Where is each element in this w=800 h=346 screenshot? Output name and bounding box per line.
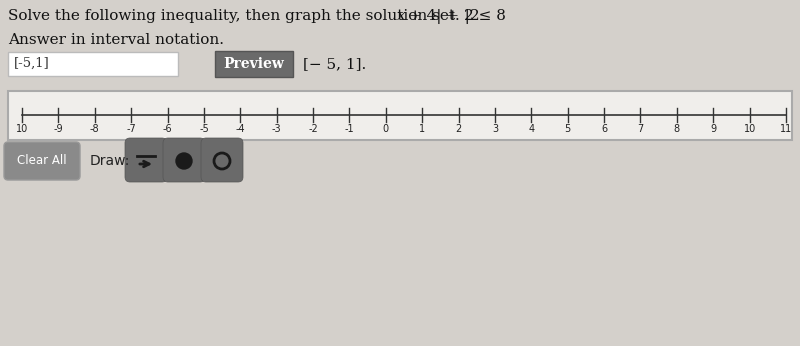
FancyBboxPatch shape bbox=[4, 142, 80, 180]
Text: 10: 10 bbox=[743, 124, 756, 134]
Text: Draw:: Draw: bbox=[90, 154, 130, 168]
Text: Answer in interval notation.: Answer in interval notation. bbox=[8, 33, 224, 47]
Text: + 4| + 2 ≤ 8: + 4| + 2 ≤ 8 bbox=[404, 9, 506, 24]
Text: 1: 1 bbox=[419, 124, 426, 134]
Text: -7: -7 bbox=[126, 124, 136, 134]
Text: Preview: Preview bbox=[223, 57, 285, 71]
Text: -8: -8 bbox=[90, 124, 99, 134]
FancyBboxPatch shape bbox=[163, 138, 205, 182]
Text: x: x bbox=[397, 9, 406, 23]
Text: 2: 2 bbox=[455, 124, 462, 134]
Text: -2: -2 bbox=[308, 124, 318, 134]
FancyBboxPatch shape bbox=[8, 52, 178, 76]
Circle shape bbox=[176, 153, 192, 169]
Text: -4: -4 bbox=[235, 124, 245, 134]
Text: [− 5, 1].: [− 5, 1]. bbox=[303, 57, 366, 71]
Text: 9: 9 bbox=[710, 124, 716, 134]
FancyBboxPatch shape bbox=[215, 51, 293, 77]
Text: -5: -5 bbox=[199, 124, 209, 134]
Text: 7: 7 bbox=[638, 124, 644, 134]
Text: 5: 5 bbox=[565, 124, 571, 134]
Text: 8: 8 bbox=[674, 124, 680, 134]
Text: -1: -1 bbox=[345, 124, 354, 134]
Text: 3: 3 bbox=[492, 124, 498, 134]
Text: Solve the following inequality, then graph the solution set. |2: Solve the following inequality, then gra… bbox=[8, 9, 480, 24]
Text: [-5,1]: [-5,1] bbox=[14, 56, 50, 70]
Text: 11: 11 bbox=[780, 124, 792, 134]
FancyBboxPatch shape bbox=[125, 138, 167, 182]
Text: -3: -3 bbox=[272, 124, 282, 134]
Text: -9: -9 bbox=[54, 124, 63, 134]
Text: 4: 4 bbox=[528, 124, 534, 134]
FancyBboxPatch shape bbox=[8, 91, 792, 140]
Text: 6: 6 bbox=[601, 124, 607, 134]
FancyBboxPatch shape bbox=[201, 138, 243, 182]
Text: 10: 10 bbox=[16, 124, 28, 134]
Text: -6: -6 bbox=[162, 124, 172, 134]
Text: Clear All: Clear All bbox=[17, 155, 67, 167]
Text: 0: 0 bbox=[382, 124, 389, 134]
